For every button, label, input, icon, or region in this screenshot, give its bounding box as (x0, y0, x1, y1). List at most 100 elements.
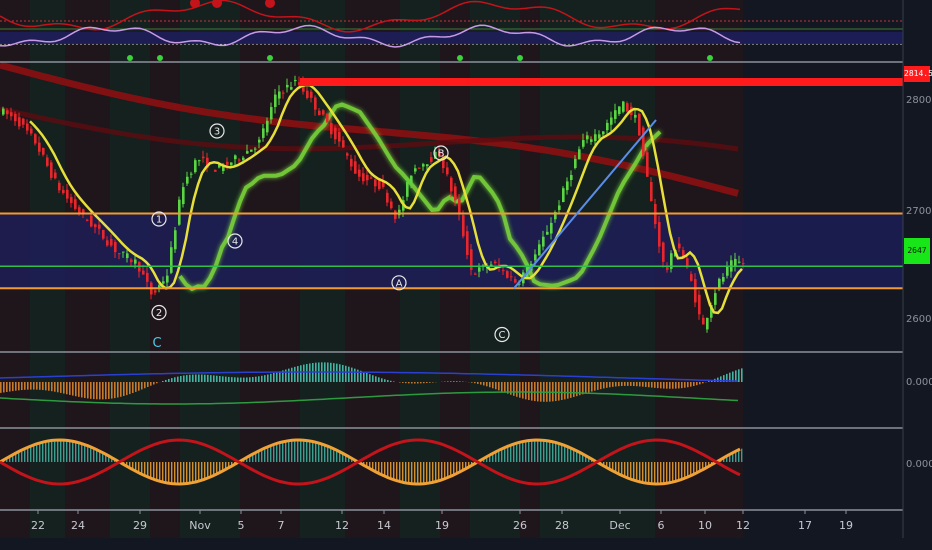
osc2-bar (90, 446, 92, 462)
osc2-bar (87, 445, 89, 462)
osc1-bar (222, 376, 224, 382)
osc2-bar (300, 440, 302, 462)
osc2-bar (147, 462, 149, 477)
osc1-bar (402, 382, 404, 383)
candle-body (418, 167, 421, 169)
time-tick-label: 12 (736, 519, 750, 532)
osc2-bar (339, 451, 341, 462)
osc1-bar (375, 376, 377, 382)
candle-body (618, 106, 621, 114)
osc2-bar (207, 462, 209, 479)
candle-body (662, 242, 665, 262)
candle-body (678, 243, 681, 249)
candle-body (134, 259, 137, 264)
osc1-bar (588, 382, 590, 393)
osc1-bar (105, 382, 107, 400)
osc2-bar (327, 445, 329, 462)
osc1-bar (24, 382, 26, 390)
candle-body (698, 294, 701, 315)
osc1-bar (405, 382, 407, 384)
osc2-bar (642, 462, 644, 483)
time-tick-label: Nov (189, 519, 211, 532)
trend-line[interactable] (513, 119, 657, 289)
wave-circle (209, 123, 225, 139)
osc1-bar (195, 374, 197, 382)
time-tick-label: 7 (278, 519, 285, 532)
candle-body (222, 164, 225, 172)
osc2-bar (177, 462, 179, 484)
osc2-bar (684, 462, 686, 479)
time-tick-label: 12 (335, 519, 349, 532)
price-panel[interactable]: 3 1 4 2 B A C C (0, 61, 903, 351)
candle-body (238, 159, 241, 161)
top-indicator-panel (0, 0, 903, 61)
osc2-bar (699, 462, 701, 472)
osc2-bar (384, 462, 386, 476)
candle-body (298, 82, 301, 85)
osc2-bar (450, 462, 452, 477)
osc1-bar (252, 377, 254, 382)
osc2-bar (411, 462, 413, 484)
osc1-bar (507, 382, 509, 394)
osc1-bar (561, 382, 563, 401)
osc2-bar (417, 462, 419, 484)
osc1-bar (573, 382, 575, 398)
time-axis[interactable]: 22 24 29 Nov 5 7 12 14 19 26 28 Dec 6 10 12 17 19 (31, 510, 853, 532)
candle-body (358, 169, 361, 177)
osc1-bar (363, 371, 365, 382)
osc2-bar (363, 462, 365, 465)
candle-body (410, 175, 413, 184)
top-signal-dot-green (267, 55, 273, 61)
osc1-bar (525, 382, 527, 400)
time-tick-label: 22 (31, 519, 45, 532)
osc1-bar (720, 376, 722, 382)
osc1-bar (225, 376, 227, 382)
osc1-bar (429, 382, 431, 383)
osc2-bar (279, 442, 281, 462)
candle-body (622, 101, 625, 112)
osc2-bar (315, 442, 317, 462)
osc1-bar (243, 377, 245, 382)
osc2-bar (171, 462, 173, 484)
osc1-bar (339, 364, 341, 382)
osc2-bar (285, 441, 287, 462)
candle-body (74, 199, 77, 209)
osc2-bar (492, 453, 494, 462)
osc1-bar (3, 382, 5, 393)
osc1-bar (186, 375, 188, 382)
osc1-bar (96, 382, 98, 400)
osc1-bar (417, 382, 419, 384)
top-signal-dot-green (127, 55, 133, 61)
osc2-bar (108, 455, 110, 462)
osc1-bar (675, 382, 677, 389)
osc2-bar (276, 443, 278, 462)
osc2-bar (690, 462, 692, 477)
osc2-bar (402, 462, 404, 483)
candle-body (738, 261, 741, 263)
osc1-bar (660, 382, 662, 389)
osc2-bar (378, 462, 380, 473)
osc2-bar (468, 462, 470, 468)
osc2-bar (702, 462, 704, 471)
osc1-bar (177, 376, 179, 382)
wave-label: 1 (156, 215, 162, 226)
osc1-bar (381, 378, 383, 382)
osc2-bar (618, 462, 620, 474)
osc1-bar (519, 382, 521, 398)
osc2-bar (39, 443, 41, 462)
osc2-bar (63, 440, 65, 462)
candle-body (318, 110, 321, 116)
osc2-bar (153, 462, 155, 480)
candle-body (550, 222, 553, 234)
candle-body (650, 182, 653, 202)
panel-separators (0, 0, 904, 538)
osc2-bar (168, 462, 170, 484)
osc2-bar (183, 462, 185, 484)
candle-body (722, 277, 725, 282)
candle-body (370, 177, 373, 179)
candle-body (378, 179, 381, 189)
osc1-bar (432, 382, 434, 383)
osc2-bar (666, 462, 668, 484)
